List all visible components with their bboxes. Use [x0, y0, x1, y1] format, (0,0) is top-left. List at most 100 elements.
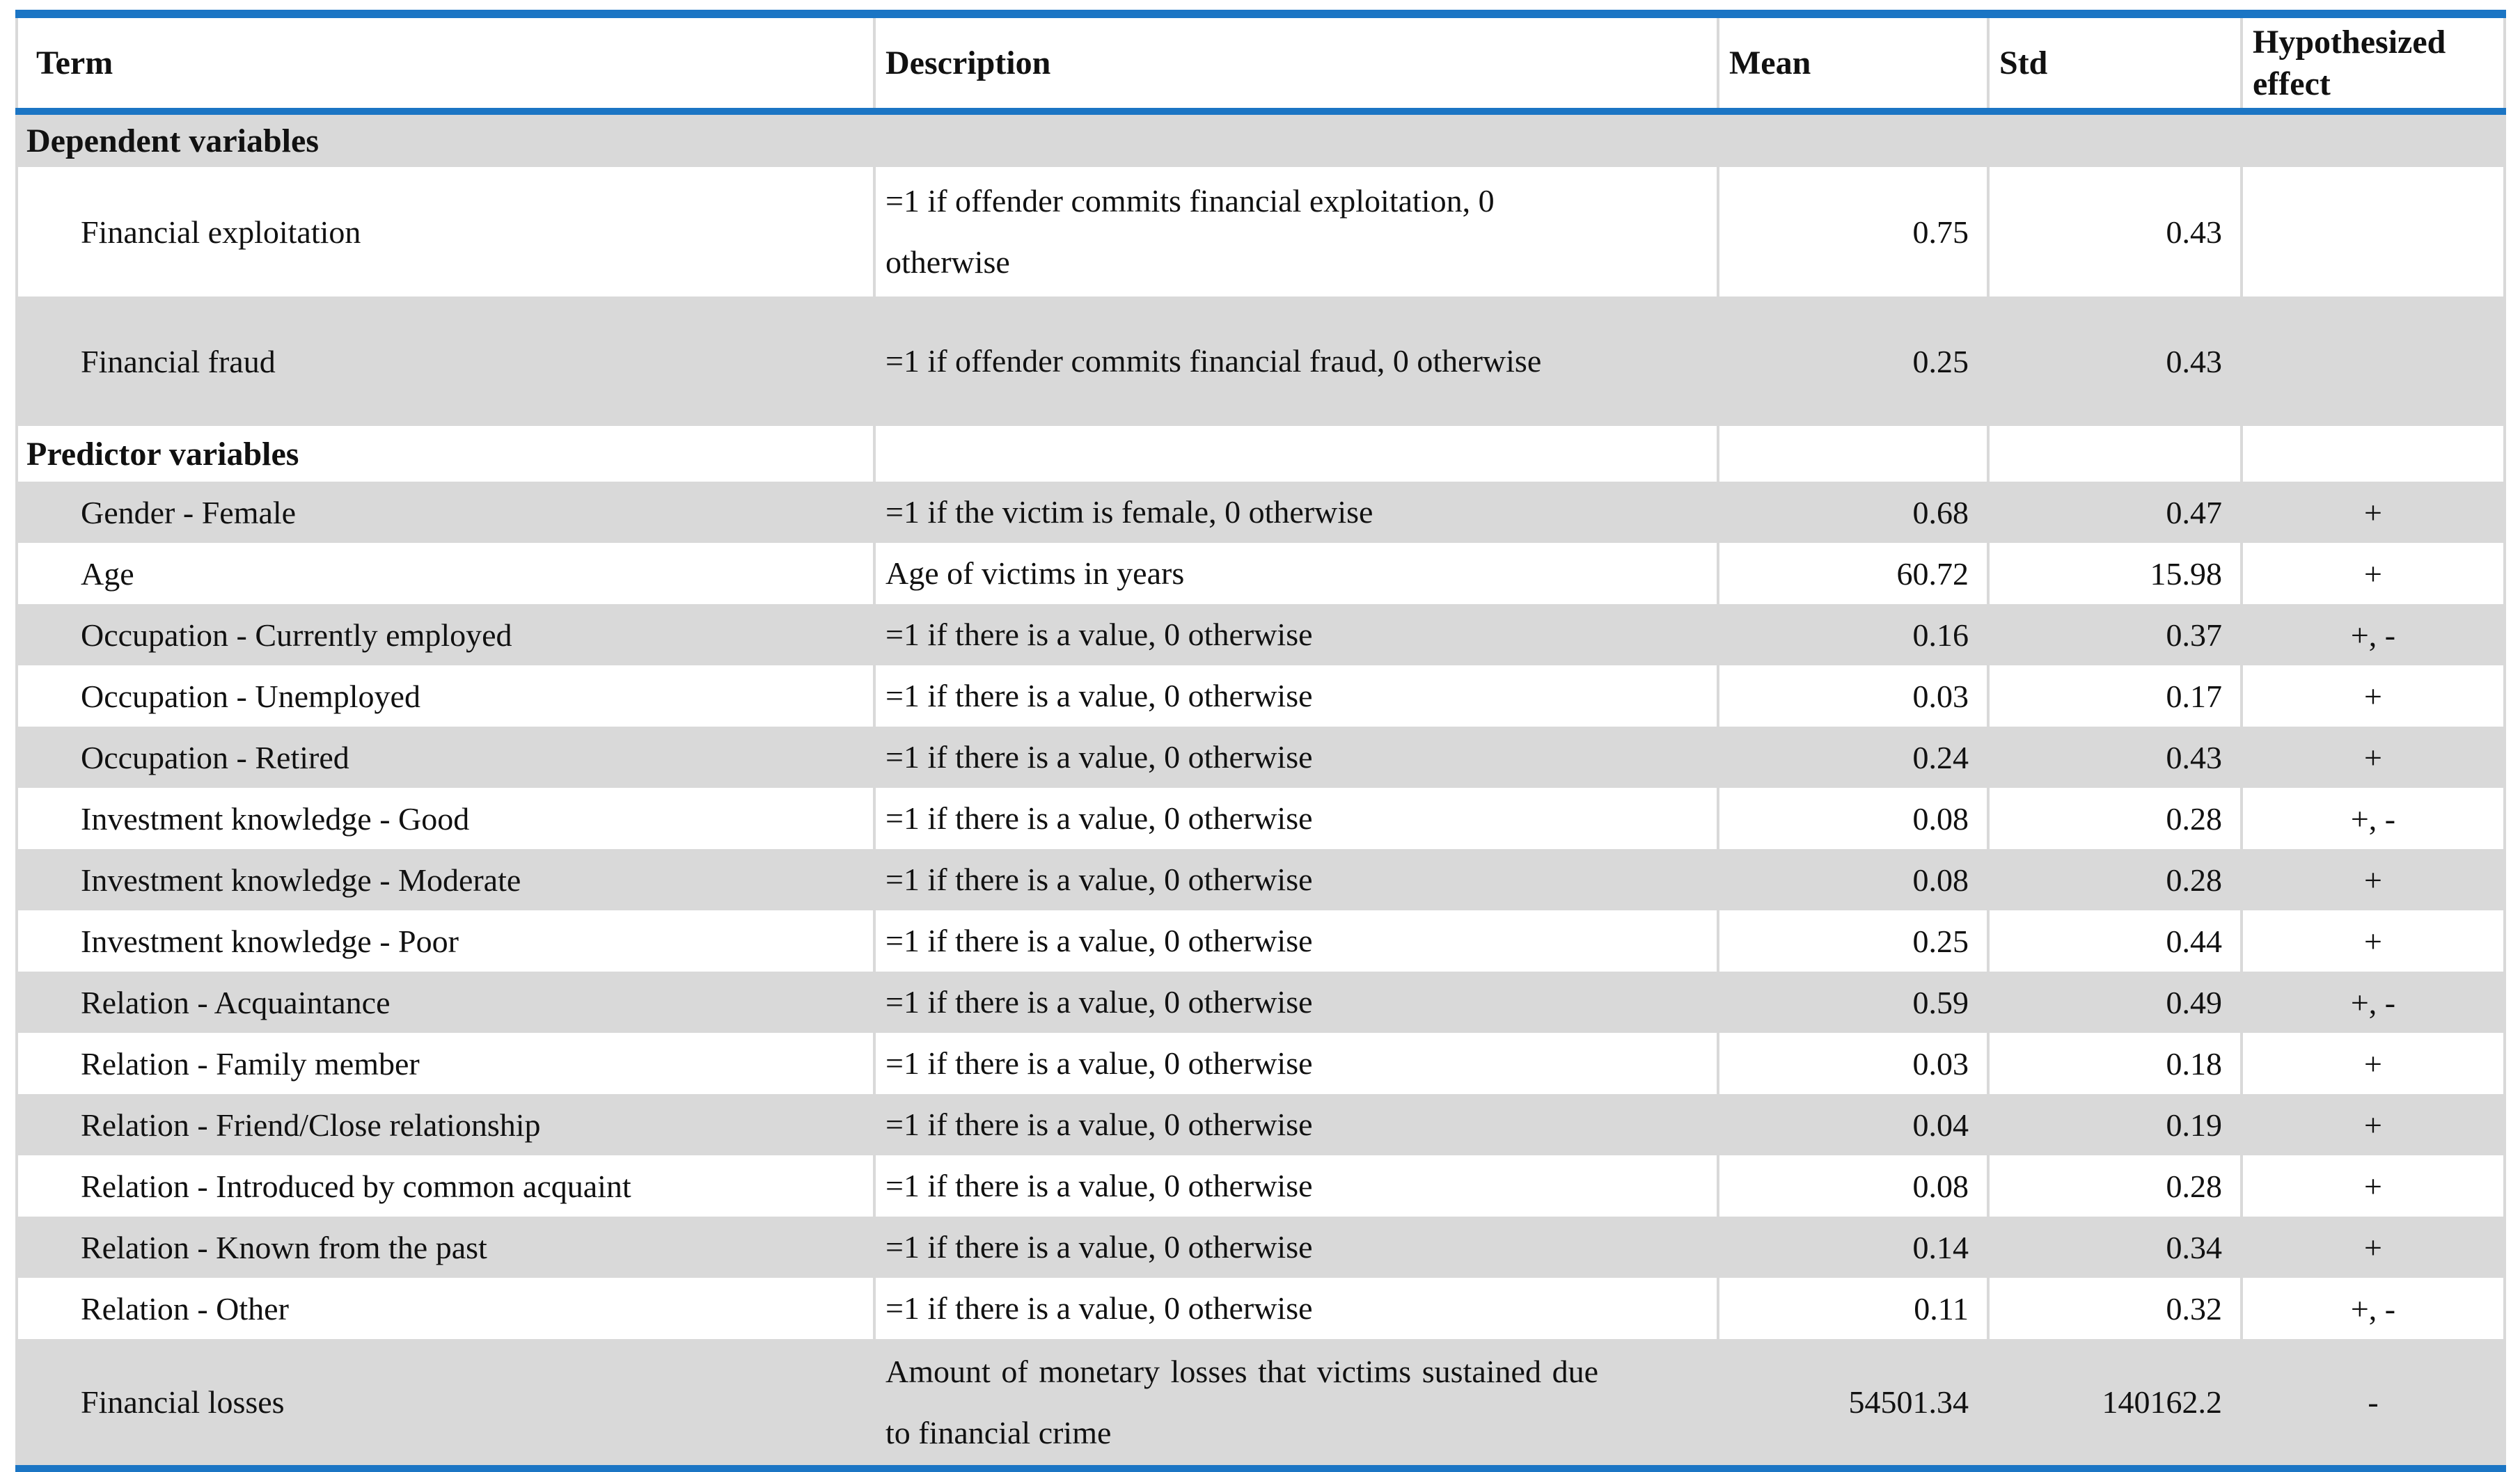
table-row: Gender - Female =1 if the victim is femal…: [17, 482, 2505, 543]
description-cell: =1 if there is a value, 0 otherwise: [873, 788, 1718, 849]
mean-cell: 0.25: [1717, 910, 1988, 972]
effect-cell: [2240, 167, 2505, 296]
effect-cell: +, -: [2240, 1278, 2505, 1339]
header-row: Term Description Mean Std Hypothesized e…: [17, 14, 2505, 115]
term-cell: Financial fraud: [81, 343, 276, 379]
table-row: Financial losses Amount of monetary losse…: [17, 1339, 2505, 1469]
effect-cell: +: [2240, 543, 2505, 604]
table-row: Relation - Friend/Close relationship =1 i…: [17, 1094, 2505, 1155]
effect-cell: +: [2240, 910, 2505, 972]
description-cell: =1 if there is a value, 0 otherwise: [873, 849, 1718, 910]
effect-cell: +: [2240, 482, 2505, 543]
term-cell: Investment knowledge - Good: [81, 800, 470, 837]
effect-cell: +, -: [2240, 604, 2505, 665]
effect-cell: +, -: [2240, 788, 2505, 849]
description-cell: [873, 111, 1718, 167]
table-row: Financial fraud =1 if offender commits fi…: [17, 296, 2505, 426]
col-header-description: Description: [873, 14, 1718, 115]
description-cell: =1 if there is a value, 0 otherwise: [873, 604, 1718, 665]
std-cell: 0.18: [1987, 1033, 2242, 1094]
description-cell: =1 if there is a value, 0 otherwise: [873, 1094, 1718, 1155]
table-row: Relation - Known from the past =1 if ther…: [17, 1217, 2505, 1278]
effect-cell: +: [2240, 665, 2505, 727]
mean-cell: [1717, 426, 1988, 482]
description-cell: =1 if there is a value, 0 otherwise: [873, 972, 1718, 1033]
description-cell: =1 if the victim is female, 0 otherwise: [873, 482, 1718, 543]
std-cell: 0.37: [1987, 604, 2242, 665]
term-cell: Predictor variables: [26, 435, 299, 473]
std-cell: 0.34: [1987, 1217, 2242, 1278]
std-cell: 0.28: [1987, 788, 2242, 849]
std-cell: 0.43: [1987, 296, 2242, 426]
std-cell: 0.43: [1987, 727, 2242, 788]
descriptive-statistics-table: Term Description Mean Std Hypothesized e…: [15, 10, 2506, 1472]
mean-cell: 0.59: [1717, 972, 1988, 1033]
term-cell: Gender - Female: [81, 494, 297, 530]
std-cell: 0.32: [1987, 1278, 2242, 1339]
col-header-term: Term: [17, 14, 874, 115]
mean-cell: 0.08: [1717, 849, 1988, 910]
mean-cell: 0.68: [1717, 482, 1988, 543]
table-row: Financial exploitation =1 if offender com…: [17, 167, 2505, 296]
description-cell: =1 if there is a value, 0 otherwise: [873, 910, 1718, 972]
table-row: Relation - Other =1 if there is a value, …: [17, 1278, 2505, 1339]
description-cell: =1 if there is a value, 0 otherwise: [873, 1033, 1718, 1094]
std-cell: 0.19: [1987, 1094, 2242, 1155]
std-cell: 0.47: [1987, 482, 2242, 543]
table-row: Investment knowledge - Good =1 if there i…: [17, 788, 2505, 849]
term-cell: Investment knowledge - Poor: [81, 923, 459, 959]
mean-cell: [1717, 111, 1988, 167]
term-cell: Relation - Acquaintance: [81, 984, 391, 1020]
description-cell: Amount of monetary losses that victims s…: [873, 1339, 1718, 1469]
std-cell: 0.28: [1987, 1155, 2242, 1217]
term-cell: Relation - Introduced by common acquaint: [81, 1168, 631, 1204]
description-cell: =1 if offender commits financial fraud, …: [873, 296, 1718, 426]
effect-cell: +, -: [2240, 972, 2505, 1033]
description-cell: =1 if there is a value, 0 otherwise: [873, 665, 1718, 727]
effect-cell: [2240, 426, 2505, 482]
term-cell: Financial exploitation: [81, 214, 361, 250]
effect-cell: +: [2240, 1217, 2505, 1278]
term-cell: Financial losses: [81, 1384, 285, 1420]
term-cell: Relation - Family member: [81, 1045, 420, 1082]
section-row: Dependent variables: [17, 111, 2505, 167]
description-cell: =1 if there is a value, 0 otherwise: [873, 1155, 1718, 1217]
table-row: Age Age of victims in years 60.72 15.98 +: [17, 543, 2505, 604]
term-cell: Relation - Other: [81, 1290, 289, 1327]
table-row: Relation - Family member =1 if there is a…: [17, 1033, 2505, 1094]
std-cell: 0.43: [1987, 167, 2242, 296]
term-cell: Occupation - Retired: [81, 739, 349, 775]
std-cell: 0.44: [1987, 910, 2242, 972]
effect-cell: -: [2240, 1339, 2505, 1469]
std-cell: 0.49: [1987, 972, 2242, 1033]
term-cell: Investment knowledge - Moderate: [81, 862, 521, 898]
term-cell: Dependent variables: [26, 122, 319, 159]
std-cell: [1987, 426, 2242, 482]
mean-cell: 0.24: [1717, 727, 1988, 788]
col-header-hypothesized-effect: Hypothesized effect: [2240, 14, 2505, 115]
table-row: Occupation - Retired =1 if there is a val…: [17, 727, 2505, 788]
table-row: Relation - Introduced by common acquaint…: [17, 1155, 2505, 1217]
description-cell: =1 if offender commits financial exploit…: [873, 167, 1718, 296]
description-cell: [873, 426, 1718, 482]
effect-cell: +: [2240, 1155, 2505, 1217]
mean-cell: 0.14: [1717, 1217, 1988, 1278]
mean-cell: 54501.34: [1717, 1339, 1988, 1469]
std-cell: 0.17: [1987, 665, 2242, 727]
mean-cell: 0.16: [1717, 604, 1988, 665]
effect-cell: [2240, 296, 2505, 426]
table-row: Investment knowledge - Moderate =1 if the…: [17, 849, 2505, 910]
col-header-mean: Mean: [1717, 14, 1988, 115]
table-row: Relation - Acquaintance =1 if there is a …: [17, 972, 2505, 1033]
mean-cell: 0.08: [1717, 788, 1988, 849]
effect-cell: +: [2240, 727, 2505, 788]
mean-cell: 0.03: [1717, 665, 1988, 727]
std-cell: 140162.2: [1987, 1339, 2242, 1469]
mean-cell: 0.75: [1717, 167, 1988, 296]
col-header-std: Std: [1987, 14, 2242, 115]
table-row: Occupation - Currently employed =1 if the…: [17, 604, 2505, 665]
description-cell: =1 if there is a value, 0 otherwise: [873, 1217, 1718, 1278]
table-row: Occupation - Unemployed =1 if there is a …: [17, 665, 2505, 727]
mean-cell: 0.03: [1717, 1033, 1988, 1094]
description-cell: =1 if there is a value, 0 otherwise: [873, 1278, 1718, 1339]
